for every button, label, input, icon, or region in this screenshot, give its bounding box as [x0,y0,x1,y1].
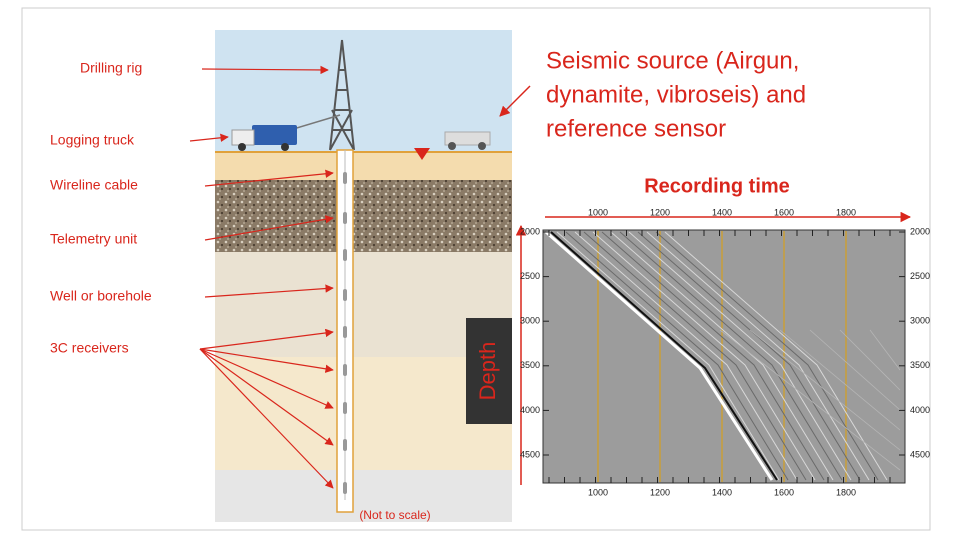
callout-label: Well or borehole [50,288,152,304]
receiver [343,364,347,376]
callout-label: Logging truck [50,132,135,148]
receiver [343,482,347,494]
time-tick-label: 1400 [712,487,732,497]
receiver [343,289,347,301]
callout-label: 3C receivers [50,340,129,356]
source-label: reference sensor [546,115,726,142]
depth-tick-label: 3000 [910,316,930,326]
depth-label: Depth [475,342,500,401]
receiver [343,326,347,338]
time-tick-label: 1600 [774,207,794,217]
time-tick-label: 1000 [588,487,608,497]
depth-tick-label: 4500 [520,449,540,459]
depth-tick-label: 3500 [520,360,540,370]
source-label: dynamite, vibroseis) and [546,81,806,108]
earth-section [215,30,512,522]
depth-tick-label: 4000 [910,405,930,415]
diagram: (Not to scale) Drilling rig Logging truck… [0,0,953,538]
depth-tick-label: 4000 [520,405,540,415]
time-tick-label: 1800 [836,207,856,217]
receiver [343,402,347,414]
source-label: Seismic source (Airgun, [546,47,799,74]
receiver [343,212,347,224]
depth-tick-label: 2500 [520,271,540,281]
time-tick-label: 1000 [588,207,608,217]
time-tick-label: 1600 [774,487,794,497]
time-tick-label: 1400 [712,207,732,217]
receiver [343,172,347,184]
callout-label: Telemetry unit [50,231,137,247]
depth-tick-label: 2000 [520,226,540,236]
receiver [343,249,347,261]
depth-tick-label: 2500 [910,271,930,281]
time-tick-label: 1200 [650,487,670,497]
depth-tick-label: 3000 [520,316,540,326]
depth-tick-label: 4500 [910,449,930,459]
time-tick-label: 1800 [836,487,856,497]
recording-time: Recording time [644,175,790,197]
depth-tick-label: 2000 [910,226,930,236]
seismic-panel [543,230,905,483]
receiver [343,439,347,451]
time-tick-label: 1200 [650,207,670,217]
callout-label: Wireline cable [50,177,138,193]
callout-label: Drilling rig [80,60,142,76]
not-to-scale: (Not to scale) [359,508,430,522]
depth-tick-label: 3500 [910,360,930,370]
